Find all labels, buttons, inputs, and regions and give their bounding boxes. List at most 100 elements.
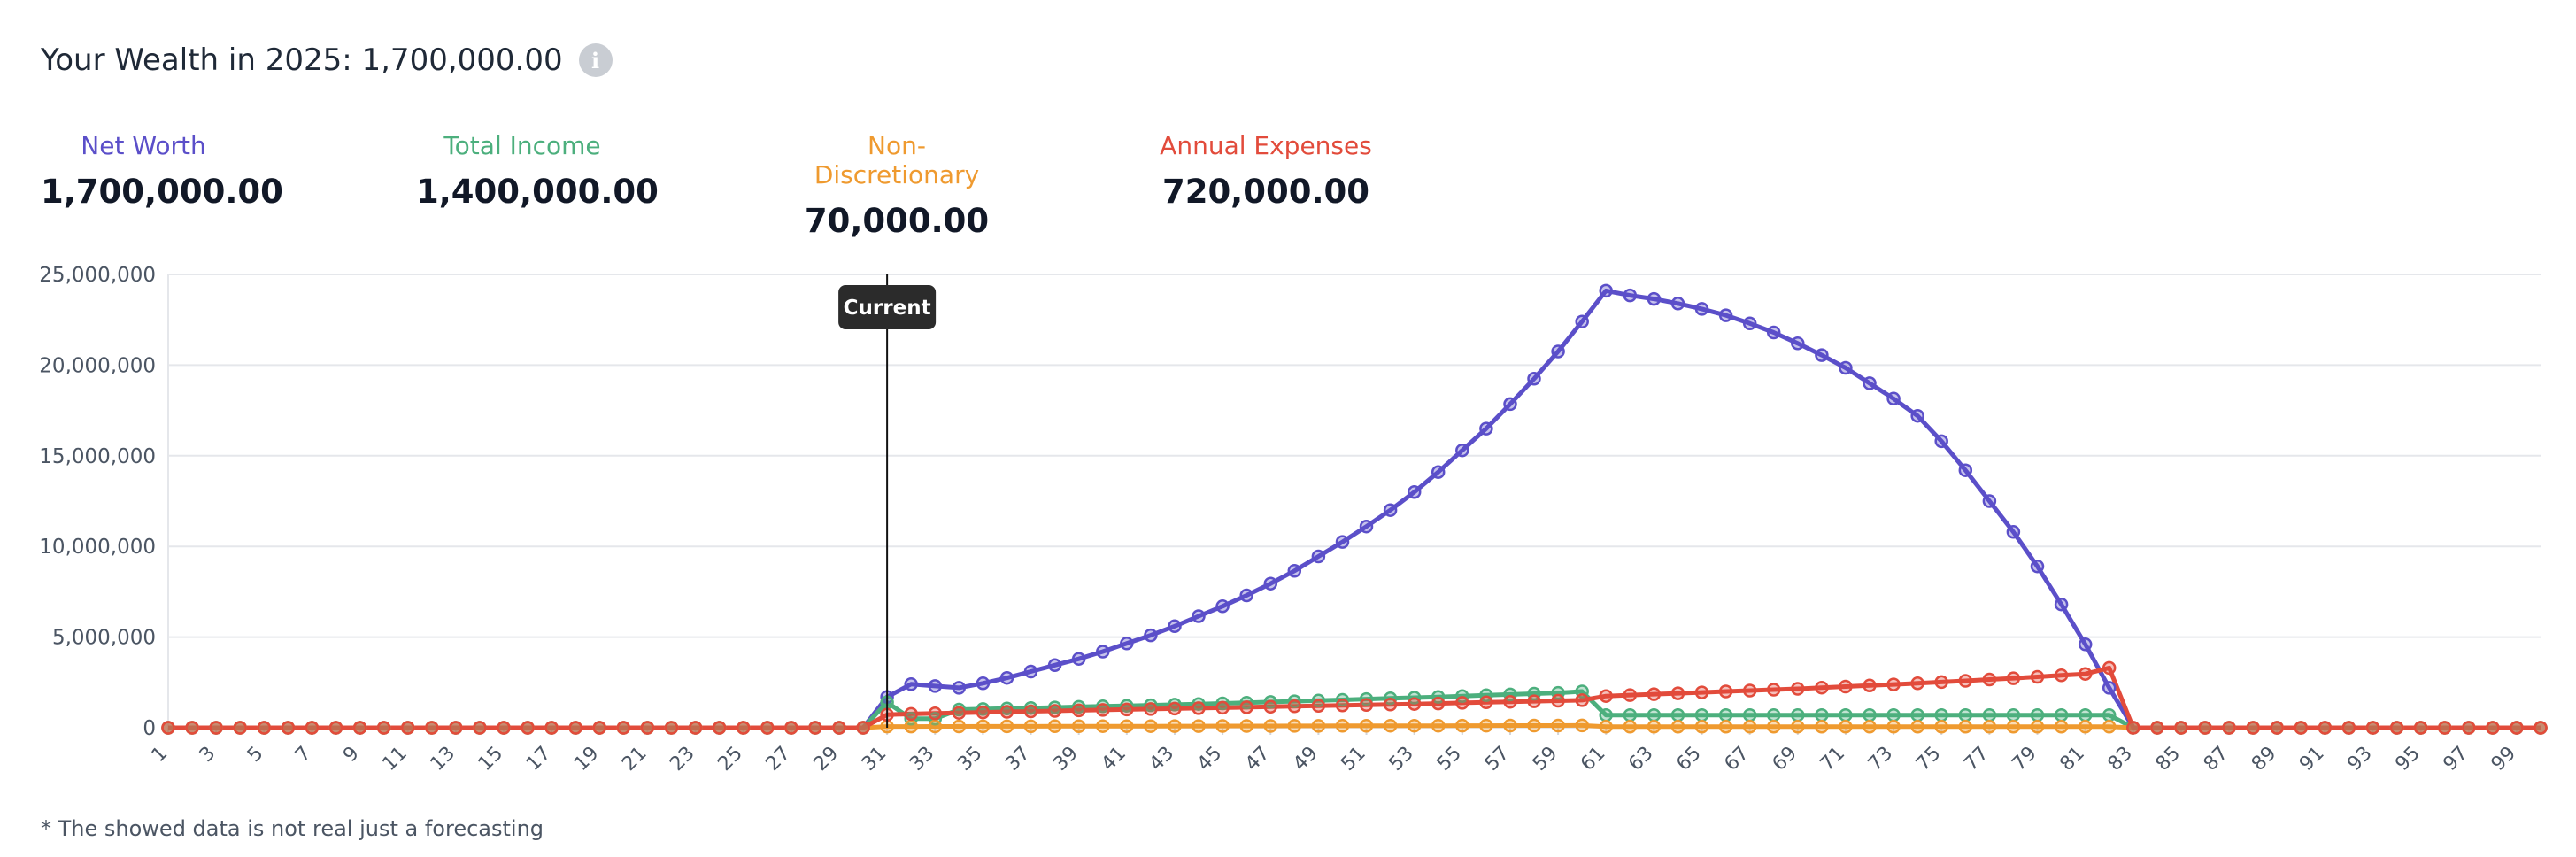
data-point-annual-expenses <box>328 721 343 735</box>
data-point-net-worth <box>1742 316 1757 331</box>
data-point-total-income <box>2030 707 2045 722</box>
x-tick-label: 83 <box>2104 743 2137 776</box>
data-point-non-discretionary <box>2102 720 2117 734</box>
x-tick-label: 41 <box>1098 743 1130 776</box>
stat-label: Annual Expenses <box>1160 131 1372 160</box>
data-point-total-income <box>1647 707 1662 722</box>
data-point-annual-expenses <box>1096 703 1110 717</box>
data-point-annual-expenses <box>2054 668 2069 683</box>
data-point-annual-expenses <box>2126 721 2140 735</box>
data-point-net-worth <box>1144 628 1158 643</box>
data-point-net-worth <box>1791 336 1805 351</box>
data-point-annual-expenses <box>736 721 751 735</box>
data-point-total-income <box>2078 707 2093 722</box>
data-point-net-worth <box>1311 549 1326 564</box>
data-point-non-discretionary <box>1479 718 1493 733</box>
x-tick-label: 13 <box>427 743 459 776</box>
series-line-net-worth <box>168 288 2541 730</box>
data-point-annual-expenses <box>904 706 918 722</box>
data-point-non-discretionary <box>1192 719 1206 733</box>
x-tick-label: 95 <box>2391 743 2424 776</box>
series-line-annual-expenses <box>168 665 2541 730</box>
data-point-annual-expenses <box>2006 671 2021 685</box>
data-point-net-worth <box>1910 408 1924 423</box>
data-point-net-worth <box>1047 658 1062 673</box>
stat-total-income: Total Income 1,400,000.00 <box>416 131 659 211</box>
data-point-net-worth <box>1623 288 1638 303</box>
data-point-annual-expenses <box>1239 700 1253 714</box>
data-point-non-discretionary <box>1096 719 1110 733</box>
info-icon[interactable]: i <box>578 43 613 77</box>
data-point-net-worth <box>928 679 943 693</box>
data-point-annual-expenses <box>1479 695 1493 710</box>
data-point-net-worth <box>1335 535 1350 549</box>
x-tick-label: 93 <box>2343 743 2376 776</box>
x-tick-label: 11 <box>378 743 411 776</box>
data-point-annual-expenses <box>2486 721 2500 735</box>
data-point-annual-expenses <box>1527 694 1541 708</box>
x-tick-label: 63 <box>1624 743 1657 776</box>
data-point-annual-expenses <box>2389 721 2404 735</box>
data-point-non-discretionary <box>928 719 943 734</box>
stat-value: 1,700,000.00 <box>41 173 283 211</box>
data-point-annual-expenses <box>976 705 991 720</box>
x-tick-label: 99 <box>2487 743 2520 776</box>
data-point-annual-expenses <box>425 721 439 735</box>
data-point-annual-expenses <box>1863 678 1877 693</box>
y-tick-label: 25,000,000 <box>39 264 156 287</box>
data-point-non-discretionary <box>1839 720 1853 734</box>
data-point-net-worth <box>1982 494 1997 508</box>
data-point-annual-expenses <box>497 721 511 735</box>
x-tick-label: 17 <box>522 743 555 776</box>
data-point-annual-expenses <box>1335 699 1350 713</box>
data-point-annual-expenses <box>1934 675 1948 690</box>
data-point-annual-expenses <box>1839 679 1853 694</box>
data-point-annual-expenses <box>1766 683 1781 697</box>
data-point-non-discretionary <box>2078 720 2093 734</box>
data-point-annual-expenses <box>999 705 1014 719</box>
data-point-net-worth <box>1215 599 1230 614</box>
data-point-non-discretionary <box>1527 718 1541 733</box>
data-point-total-income <box>1694 707 1709 722</box>
data-point-total-income <box>1791 707 1805 722</box>
x-tick-label: 77 <box>1960 743 1993 776</box>
data-point-annual-expenses <box>1599 689 1613 703</box>
data-point-annual-expenses <box>1551 693 1565 708</box>
data-point-net-worth <box>1934 434 1948 449</box>
data-point-non-discretionary <box>1718 720 1733 734</box>
data-point-non-discretionary <box>999 719 1014 734</box>
footnote: * The showed data is not real just a for… <box>41 816 544 841</box>
data-point-total-income <box>1886 707 1901 722</box>
stat-value: 1,400,000.00 <box>416 173 659 211</box>
data-point-non-discretionary <box>1023 719 1038 734</box>
data-point-annual-expenses <box>257 721 272 735</box>
data-point-total-income <box>1623 707 1638 722</box>
data-point-annual-expenses <box>1694 685 1709 699</box>
x-tick-label: 61 <box>1577 743 1609 776</box>
x-tick-label: 35 <box>953 743 986 776</box>
data-point-annual-expenses <box>592 721 607 735</box>
data-point-non-discretionary <box>1455 718 1469 733</box>
x-tick-label: 91 <box>2295 743 2328 776</box>
data-point-annual-expenses <box>760 721 775 735</box>
x-tick-label: 27 <box>762 743 795 776</box>
data-point-non-discretionary <box>904 719 918 734</box>
data-point-annual-expenses <box>2294 721 2309 735</box>
data-point-annual-expenses <box>1383 698 1398 712</box>
data-point-annual-expenses <box>1886 677 1901 691</box>
data-point-annual-expenses <box>1503 694 1517 709</box>
x-tick-label: 33 <box>906 743 938 776</box>
x-tick-label: 7 <box>291 743 316 768</box>
data-point-annual-expenses <box>521 721 535 735</box>
data-point-non-discretionary <box>2054 720 2069 734</box>
data-point-annual-expenses <box>616 721 631 735</box>
data-point-annual-expenses <box>664 721 679 735</box>
x-tick-label: 87 <box>2200 743 2233 776</box>
data-point-net-worth <box>1096 645 1110 659</box>
data-point-net-worth <box>1694 302 1709 316</box>
data-point-annual-expenses <box>1815 680 1829 695</box>
stat-value: 720,000.00 <box>1161 173 1370 211</box>
x-tick-label: 9 <box>339 743 364 768</box>
data-point-annual-expenses <box>2198 721 2212 735</box>
data-point-net-worth <box>999 670 1014 685</box>
